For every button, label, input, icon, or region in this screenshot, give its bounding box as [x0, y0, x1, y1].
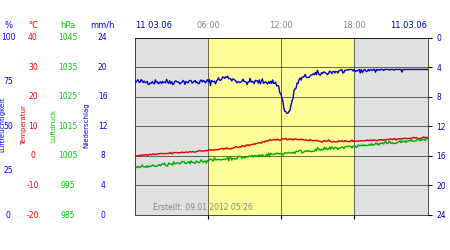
Text: 985: 985	[60, 210, 75, 220]
Text: 8: 8	[100, 151, 105, 160]
Text: 0: 0	[100, 210, 105, 220]
Text: 20: 20	[28, 92, 38, 101]
Text: 1015: 1015	[58, 122, 77, 131]
Text: 75: 75	[3, 78, 13, 86]
Text: °C: °C	[28, 21, 38, 30]
Text: 0: 0	[31, 151, 35, 160]
Text: -10: -10	[27, 181, 39, 190]
Text: 1025: 1025	[58, 92, 77, 101]
Text: Luftdruck: Luftdruck	[50, 108, 56, 142]
Text: 20: 20	[98, 62, 108, 72]
Text: 4: 4	[100, 181, 105, 190]
Text: 10: 10	[28, 122, 38, 131]
Text: 11.03.06: 11.03.06	[135, 21, 172, 30]
Text: 25: 25	[3, 166, 13, 175]
Text: 06:00: 06:00	[196, 21, 220, 30]
Text: Luftfeuchtigkeit: Luftfeuchtigkeit	[0, 98, 5, 152]
Text: 1045: 1045	[58, 33, 77, 42]
Text: 12: 12	[98, 122, 108, 131]
Text: -20: -20	[27, 210, 39, 220]
Text: 1035: 1035	[58, 62, 77, 72]
Text: mm/h: mm/h	[90, 21, 115, 30]
Text: 18:00: 18:00	[342, 21, 366, 30]
Text: 40: 40	[28, 33, 38, 42]
Text: 100: 100	[1, 33, 15, 42]
Text: 12:00: 12:00	[270, 21, 293, 30]
Bar	[208, 38, 355, 215]
Text: 30: 30	[28, 62, 38, 72]
Text: 11.03.06: 11.03.06	[391, 21, 428, 30]
Text: 0: 0	[6, 210, 10, 220]
Text: Temperatur: Temperatur	[21, 105, 27, 145]
Text: hPa: hPa	[60, 21, 75, 30]
Text: %: %	[4, 21, 12, 30]
Text: 1005: 1005	[58, 151, 77, 160]
Text: 16: 16	[98, 92, 108, 101]
Text: Erstellt: 09.01.2012 05:26: Erstellt: 09.01.2012 05:26	[153, 204, 253, 212]
Text: 50: 50	[3, 122, 13, 131]
Text: Niederschlag: Niederschlag	[83, 102, 90, 148]
Text: 995: 995	[60, 181, 75, 190]
Text: 24: 24	[98, 33, 108, 42]
